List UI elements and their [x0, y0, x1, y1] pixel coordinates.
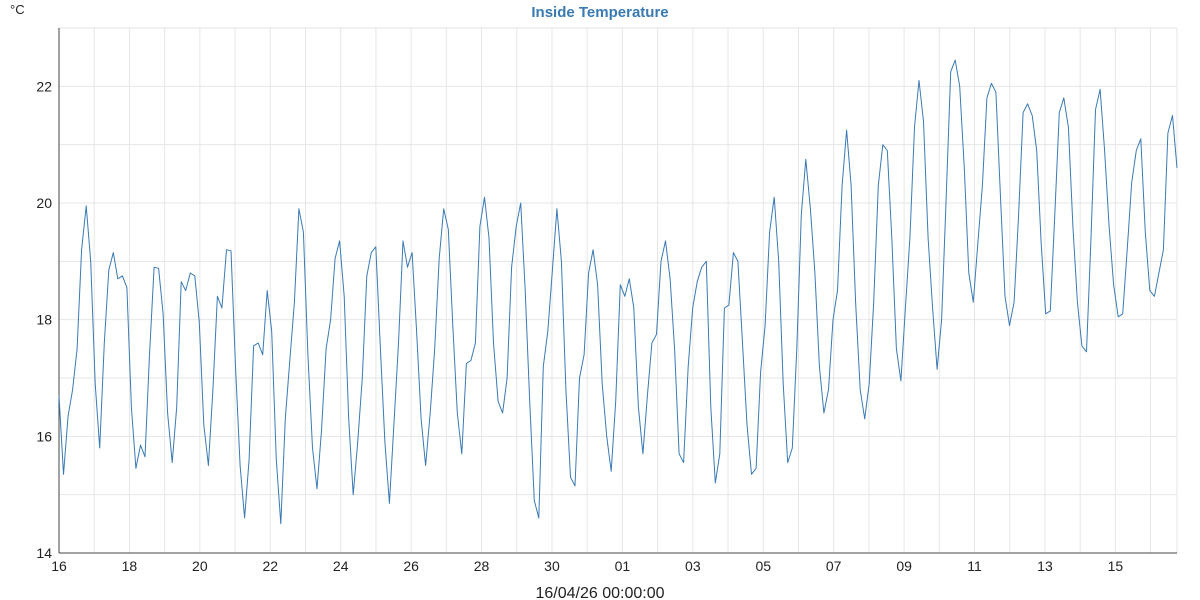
x-tick-label: 18	[122, 558, 138, 574]
y-tick-label: 16	[36, 428, 52, 444]
x-tick-label: 16	[51, 558, 67, 574]
x-tick-label: 07	[826, 558, 842, 574]
x-tick-label: 24	[333, 558, 349, 574]
x-tick-label: 22	[262, 558, 278, 574]
x-tick-label: 03	[685, 558, 701, 574]
grid	[59, 27, 1178, 554]
temperature-series-line	[58, 59, 1178, 525]
y-tick-label: 14	[36, 545, 52, 561]
axes	[58, 28, 1177, 554]
x-tick-label: 13	[1037, 558, 1053, 574]
x-tick-label: 26	[403, 558, 419, 574]
x-tick-label: 09	[896, 558, 912, 574]
x-tick-label: 30	[544, 558, 560, 574]
x-tick-label: 28	[474, 558, 490, 574]
x-tick-label: 11	[967, 558, 982, 574]
y-tick-label: 22	[36, 78, 52, 94]
x-tick-label: 01	[615, 558, 631, 574]
series-group	[58, 59, 1178, 525]
x-axis-title: 16/04/26 00:00:00	[535, 585, 664, 600]
y-tick-label: 18	[36, 312, 52, 328]
x-tick-label: 05	[755, 558, 771, 574]
y-axis-unit-label: °C	[10, 2, 25, 17]
x-tick-label: 20	[192, 558, 208, 574]
x-tick-label: 15	[1108, 558, 1124, 574]
chart-title: Inside Temperature	[531, 4, 668, 21]
y-tick-label: 20	[36, 195, 52, 211]
